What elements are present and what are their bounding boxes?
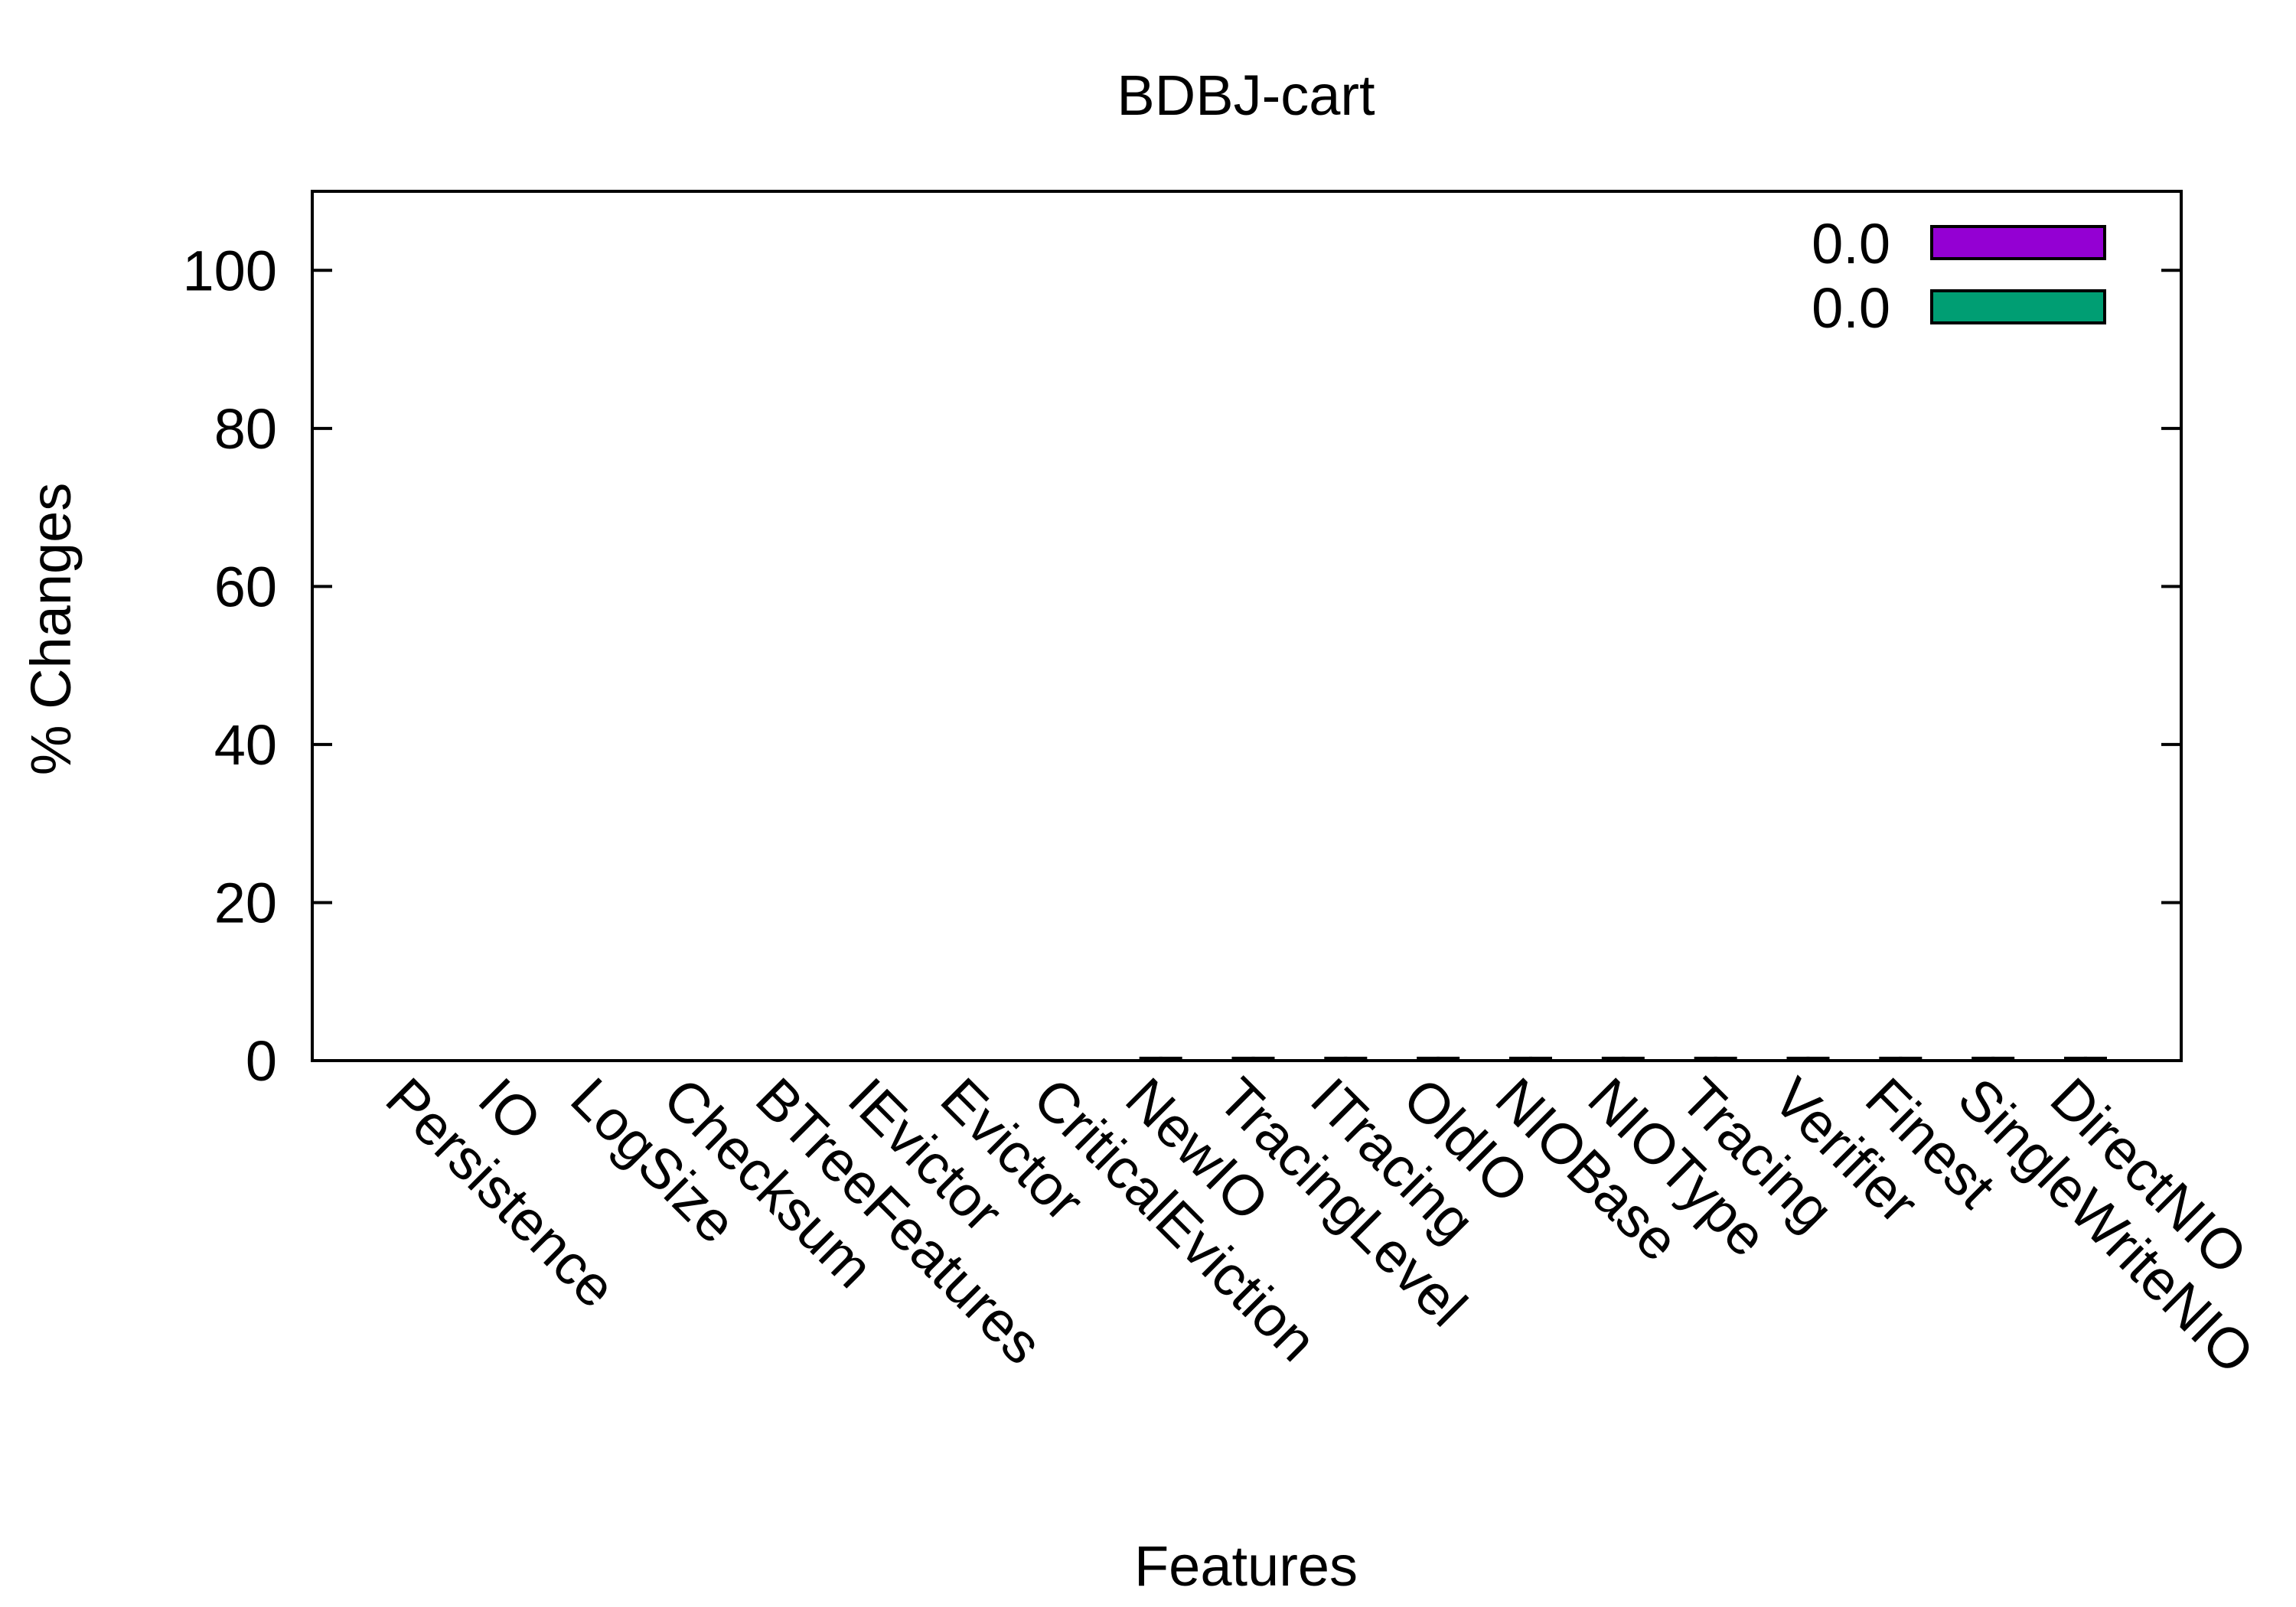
bar [1621, 1056, 1645, 1063]
y-axis-label: % Changes [19, 483, 83, 776]
bar [1529, 1056, 1552, 1063]
legend-swatch [1930, 289, 2106, 324]
legend-swatch [1930, 225, 2106, 260]
y-tick-label: 0 [246, 1029, 277, 1093]
legend: 0.00.0 [1812, 212, 2106, 340]
y-tick-label: 60 [214, 555, 277, 618]
y-tick-label: 20 [214, 871, 277, 934]
y-tick-label: 100 [183, 239, 277, 302]
bar [1437, 1056, 1460, 1063]
bar [1786, 1056, 1810, 1063]
legend-label: 0.0 [1812, 276, 1890, 340]
plot-frame [311, 190, 2183, 1062]
bar [2064, 1056, 2087, 1063]
bar [1417, 1056, 1440, 1063]
bar [1509, 1056, 1532, 1063]
bar [1899, 1056, 1923, 1063]
bar [1806, 1056, 1830, 1063]
bar [1601, 1056, 1625, 1063]
bar [2084, 1056, 2107, 1063]
y-tick-label: 40 [214, 713, 277, 777]
bar [1324, 1056, 1348, 1063]
bar [1714, 1056, 1737, 1063]
bar [1991, 1056, 2015, 1063]
legend-label: 0.0 [1812, 212, 1890, 275]
chart-title: BDBJ-cart [1117, 64, 1375, 127]
bar [1159, 1056, 1182, 1063]
bar [1139, 1056, 1163, 1063]
bar [1251, 1056, 1275, 1063]
bar [1344, 1056, 1368, 1063]
x-axis-label: Features [1134, 1534, 1358, 1598]
y-tick-label: 80 [214, 397, 277, 461]
bar [1971, 1056, 1995, 1063]
bars [1139, 1056, 2107, 1063]
bar [1879, 1056, 1903, 1063]
bar [1231, 1056, 1255, 1063]
bar [1694, 1056, 1717, 1063]
y-axis-ticks: 0 20 40 60 80 100 [183, 239, 2181, 1093]
